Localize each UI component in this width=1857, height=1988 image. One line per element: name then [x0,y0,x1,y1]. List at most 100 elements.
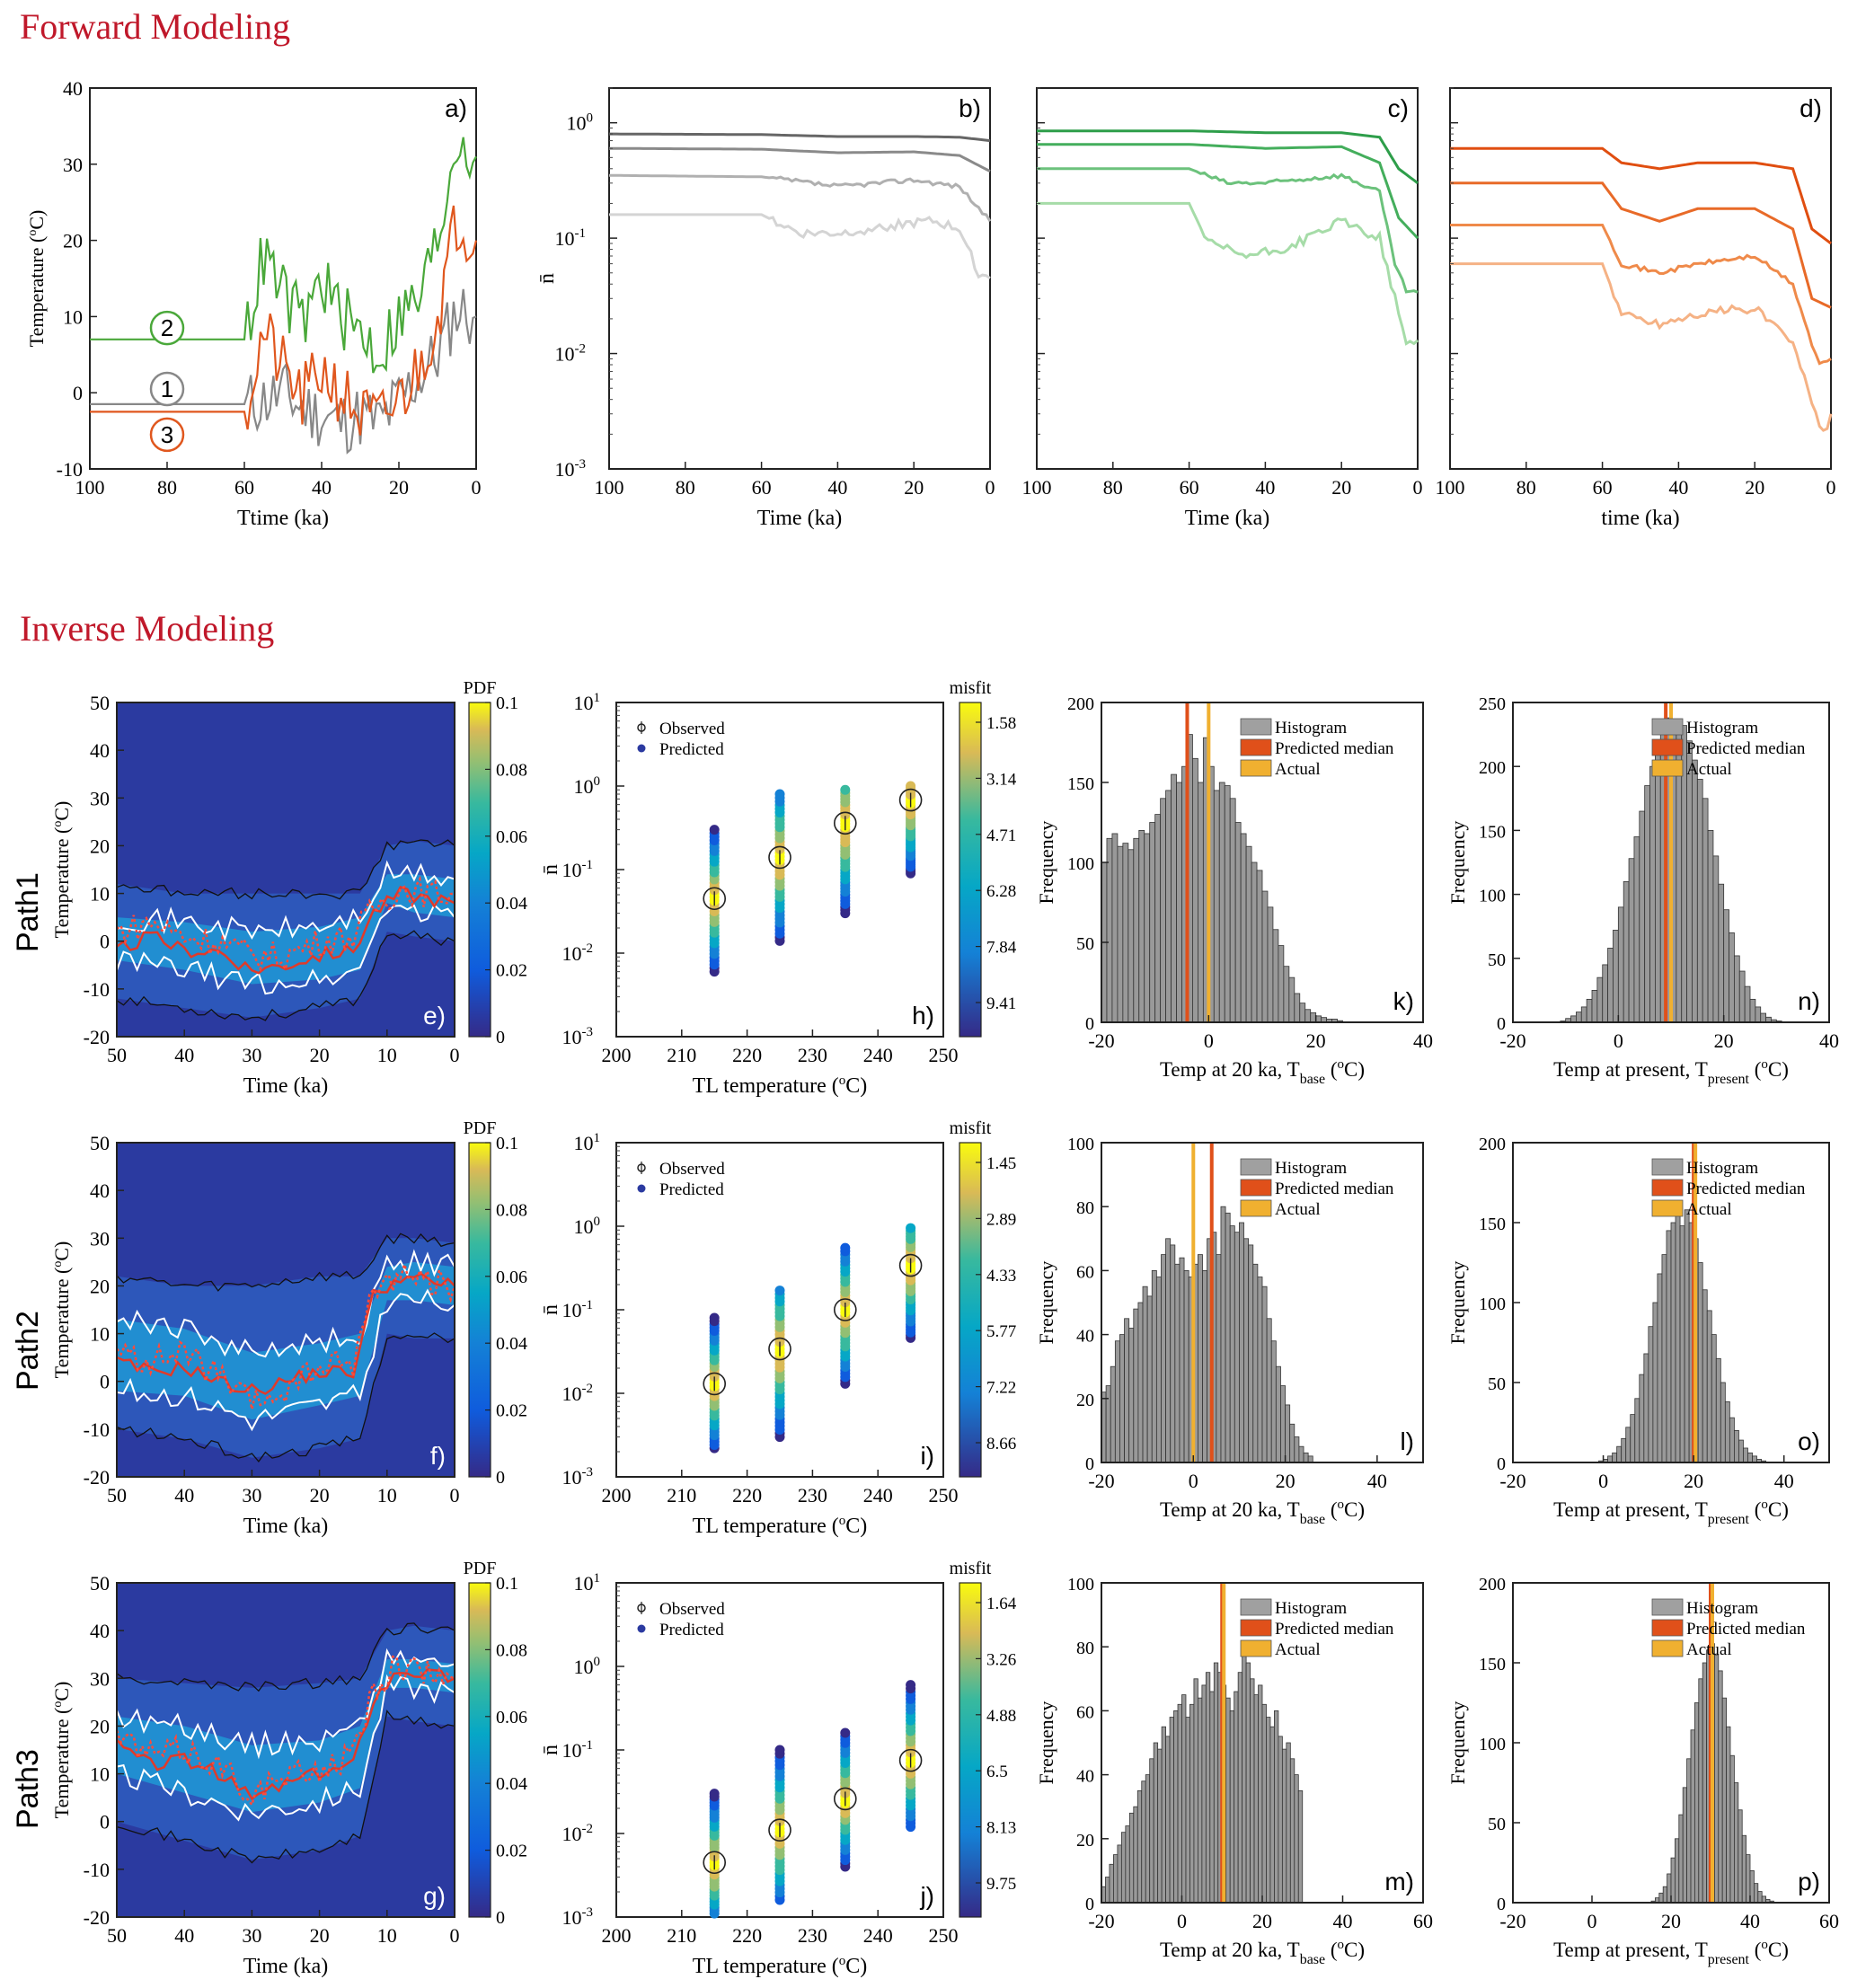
percentile-contour-black [116,1622,455,1692]
y-tick-label: 40 [90,1180,110,1202]
median-path [116,886,455,975]
colorbar-tick-label: 0.06 [496,1708,527,1727]
histogram-bar [1303,1452,1309,1463]
x-tick-label: -20 [1088,1029,1114,1052]
x-tick-label: 200 [602,1044,632,1066]
x-tick-label: 0 [1587,1910,1597,1932]
y-tick-label: -10 [84,978,110,1001]
histogram-bar [1225,1212,1231,1463]
legend-label: Histogram [1275,719,1347,738]
y-tick-label: 10-1 [562,858,594,881]
chart-b: 100 80 60 40 20 0 100 10-1 10-2 10-3 Time (ka) n̄ b) [535,87,995,530]
x-tick-label: 240 [863,1044,893,1066]
y-tick-label: 101 [574,1571,601,1595]
y-axis-label: n̄ [539,864,562,875]
y-tick-label: 10-1 [562,1298,594,1321]
panel-label: p) [1798,1868,1820,1895]
colorbar-tick-label: 9.75 [986,1875,1016,1894]
y-axis-label: Frequency [1035,1701,1057,1785]
panel-label: j) [919,1882,934,1910]
histogram-bar [1726,1726,1731,1904]
histogram-bar [1105,1385,1111,1463]
x-tick-label: 40 [1413,1029,1433,1052]
panel-label: d) [1800,94,1822,122]
histogram-bar [1245,1662,1251,1904]
histogram-bar [1198,1697,1203,1904]
histogram-bar [1747,1452,1753,1463]
y-tick-label: 100 [1067,1575,1094,1595]
histogram-bar [1142,1286,1148,1463]
y-tick-label: 30 [90,1227,110,1250]
predicted-point [774,789,785,800]
y-tick-label: 100 [574,774,601,798]
inverse-modeling-title: Inverse Modeling [20,608,275,649]
colorbar-tick-label: 5.77 [986,1322,1016,1341]
histogram-bar [1110,1365,1116,1463]
legend-swatch [1651,1158,1684,1176]
histogram-bar [1117,845,1124,1023]
histogram-bar [1692,759,1698,1023]
y-tick-label: -10 [57,458,83,481]
legend-swatch [1240,1199,1272,1217]
y-tick-label: 50 [90,692,110,714]
true-path [115,1655,455,1807]
histogram-bar [1734,1782,1739,1904]
y-tick-label: 10-1 [555,226,587,250]
colorbar-tick-label: 0.06 [496,827,527,847]
histogram-bar [1189,1703,1195,1904]
median-path [116,1272,455,1395]
histogram-bar [1694,1702,1700,1904]
histogram-bar [1729,1417,1735,1463]
observed-point [768,845,791,870]
x-tick-label: 0 [1177,1910,1187,1932]
histogram-bar [1185,1717,1190,1904]
histogram-bar [1193,1678,1198,1904]
histogram-bar [1220,1206,1226,1463]
percentile-contour-white [116,1249,455,1358]
x-axis-label: time (ka) [1601,507,1679,530]
y-tick-label: 20 [90,1715,110,1737]
colorbar-label: PDF [464,1559,497,1578]
legend-label: Histogram [1686,1599,1758,1618]
legend-swatch [1240,759,1272,777]
histogram-bar [1248,1244,1254,1463]
x-tick-label: 40 [1255,476,1275,499]
histogram-bar [1294,1774,1299,1904]
x-tick-label: 60 [234,476,254,499]
histogram-bar [1280,1385,1286,1463]
histogram-bar [1213,1662,1219,1904]
series-line-1 [90,288,477,455]
observed-point [768,1818,791,1842]
legend-label: Histogram [1275,1159,1347,1178]
histogram-bar [1289,1423,1295,1463]
panel-label: b) [959,94,981,122]
predicted-point [709,825,720,835]
colorbar [959,1142,982,1478]
histogram-bar [1179,1257,1185,1463]
y-tick-label: 20 [63,230,83,252]
y-tick-label: 100 [1479,887,1506,906]
axes-frame [1036,87,1419,470]
histogram-bar [1698,1678,1703,1904]
legend-swatch [1240,1639,1272,1657]
x-tick-label: 20 [1745,476,1764,499]
x-tick-label: 40 [174,1044,194,1066]
x-tick-label: 0 [1826,476,1836,499]
pdf-band-inner [117,1659,455,1813]
y-tick-label: 0 [1497,1014,1506,1034]
x-tick-label: 100 [75,476,105,499]
histogram-bar [1266,1318,1272,1463]
legend-swatch [1651,738,1684,756]
x-tick-label: 80 [1517,476,1536,499]
histogram-bar [1658,1892,1664,1904]
colorbar [468,1582,491,1918]
histogram-bar [1245,845,1252,1023]
histogram-bar [1639,1374,1645,1463]
histogram-bar [1111,833,1119,1023]
percentile-contour-white [116,860,455,942]
y-tick-label: 30 [63,154,83,176]
colorbar-label: PDF [464,678,497,698]
x-tick-label: 100 [595,476,624,499]
legend-swatch [1651,1179,1684,1197]
colorbar-tick-label: 2.89 [986,1210,1016,1229]
